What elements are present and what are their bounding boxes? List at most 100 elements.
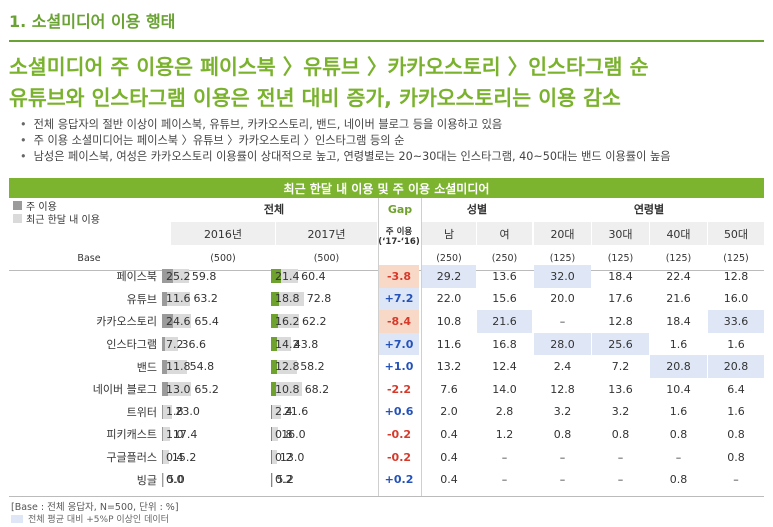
- bar-2016-main: [162, 427, 163, 442]
- gap-column-frame: [378, 198, 422, 496]
- value-2016-recent: 59.8: [191, 269, 217, 283]
- gap-value: -0.2: [386, 450, 412, 464]
- cell-a50: 1.6: [727, 405, 745, 419]
- value-2017-recent: 68.2: [304, 382, 330, 396]
- cell-a30: 3.2: [611, 405, 630, 419]
- cell-female: 15.6: [492, 292, 517, 306]
- gap-value: +0.6: [384, 405, 414, 419]
- value-2017-main: 21.4: [275, 269, 300, 283]
- cell-a30: –: [617, 473, 624, 487]
- cell-female: –: [501, 473, 508, 487]
- headline-line-2: 유튜브와 인스타그램 이용은 전년 대비 증가, 카카오스토리는 이용 감소: [9, 86, 621, 110]
- value-2016-main: 25.2: [166, 269, 191, 283]
- value-2017-recent: 5.2: [276, 473, 294, 487]
- gap-value: +0.2: [384, 473, 414, 487]
- bar-2016-recent: [162, 450, 169, 465]
- base-2017: (500): [313, 252, 340, 264]
- cell-a50: 1.6: [727, 337, 745, 351]
- cell-a40: 22.4: [666, 269, 691, 283]
- value-2016-main: 11.6: [166, 292, 191, 306]
- bar-2016-main: [162, 337, 166, 352]
- bar-2016-recent: [162, 472, 165, 487]
- cell-a50: 0.8: [727, 427, 745, 441]
- cell-male: 11.6: [436, 337, 462, 351]
- cell-female: 12.4: [492, 360, 517, 374]
- value-2016-recent: 54.8: [189, 360, 215, 374]
- row-label: 피키캐스트: [106, 428, 157, 442]
- section-title: 1. 소셜미디어 이용 행태: [9, 12, 176, 31]
- table-row: 구글플러스 0.4 15.2 0.2 13.0 -0.2 0.4– – – –0.8: [9, 446, 764, 469]
- bar-2016-recent: [162, 404, 173, 419]
- cell-a40: 0.8: [669, 427, 688, 441]
- cell-male: 7.6: [440, 382, 458, 396]
- value-2017-main: 0.8: [275, 427, 293, 441]
- gap-value: -2.2: [386, 382, 412, 396]
- bar-2017-main: [271, 427, 272, 442]
- cell-male: 22.0: [436, 292, 462, 306]
- cell-a40: 1.6: [669, 405, 688, 419]
- table-header: 주 이용 최근 한달 내 이용 전체 Gap 성별 연령별 2016년 2017…: [9, 198, 764, 273]
- gap-value: -0.2: [386, 427, 412, 441]
- bar-2017-main: [271, 382, 276, 397]
- gap-value: -3.8: [379, 265, 419, 288]
- bar-2016-main: [162, 472, 163, 487]
- table-row: 트위터 1.8 23.0 2.4 21.6 +0.6 2.0 2.8 3.2 3.2 1.6 1.6: [9, 401, 764, 424]
- value-2017-main: 2.4: [275, 405, 293, 419]
- value-2016-recent: 17.4: [172, 427, 198, 441]
- value-2017-recent: 72.8: [306, 292, 332, 306]
- base-note: [Base : 전체 응답자, N=500, 단위 : %]: [11, 502, 179, 513]
- gap-subheader: 주 이용 (‘17-‘16): [378, 227, 420, 247]
- cell-a20: –: [559, 450, 566, 464]
- cell-a20: 3.2: [553, 405, 572, 419]
- social-media-table: 최근 한달 내 이용 및 주 이용 소셜미디어 주 이용 최근 한달 내 이용 …: [9, 178, 764, 497]
- cell-a30: 25.6: [592, 332, 649, 356]
- cell-a30: 13.6: [608, 382, 633, 396]
- bar-2017-main: [271, 450, 272, 465]
- value-2017-main: 0.2: [275, 450, 293, 464]
- legend-all: 최근 한달 내 이용: [13, 211, 100, 226]
- title-rule: [9, 40, 764, 42]
- cell-a30: 0.8: [611, 427, 630, 441]
- cell-female: 14.0: [492, 382, 517, 396]
- row-label: 구글플러스: [106, 451, 157, 465]
- cell-a30: 12.8: [608, 314, 633, 328]
- value-2017-main: 14.2: [275, 337, 300, 351]
- cell-a50: 6.4: [727, 382, 745, 396]
- base-30s: (125): [607, 252, 634, 264]
- cell-a50: 16.0: [723, 292, 749, 306]
- table-row: 카카오스토리 24.6 65.4 16.2 62.2 -8.4 10.8 21.6 – 12.8 1…: [9, 310, 764, 333]
- cell-a20: –: [559, 314, 566, 328]
- cell-a40: –: [675, 450, 682, 464]
- value-2016-recent: 65.4: [194, 314, 219, 328]
- table-row: 밴드 11.8 54.8 12.8 58.2 +1.0 13.2 12.4 2.4 7.2 20.8…: [9, 355, 764, 378]
- cell-male: 10.8: [436, 314, 462, 328]
- bar-2017-main: [271, 291, 280, 306]
- cell-a30: 18.4: [608, 269, 633, 283]
- bar-2017-recent: [271, 427, 279, 442]
- table-row: 페이스북 25.2 59.8 21.4 60.4 -3.8 29.2 13.6 32.0 18.4…: [9, 265, 764, 288]
- table-bottom-rule: [9, 496, 764, 497]
- row-label: 트위터: [126, 405, 157, 419]
- value-2017-main: 16.2: [275, 314, 300, 328]
- value-2017-main: 12.8: [275, 360, 300, 374]
- value-2017-recent: 16.0: [281, 427, 306, 441]
- base-label: Base: [77, 252, 101, 264]
- col-50s: 50대: [708, 222, 764, 245]
- headline-line-1: 소셜미디어 주 이용은 페이스북 〉유튜브 〉카카오스토리 〉인스타그램 순: [9, 55, 649, 79]
- cell-male: 0.4: [440, 450, 458, 464]
- value-2016-main: 0.0: [166, 473, 184, 487]
- row-label: 유튜브: [126, 292, 157, 306]
- bar-2016-recent: [162, 382, 192, 397]
- bar-2016-recent: [162, 427, 170, 442]
- bar-2017-recent: [271, 450, 277, 465]
- cell-a40: 0.8: [669, 473, 688, 487]
- cell-a30: –: [617, 450, 624, 464]
- cell-female: 21.6: [477, 310, 532, 333]
- value-2016-recent: 23.0: [175, 405, 200, 419]
- bar-2017-recent: [271, 382, 302, 397]
- cell-a30: 7.2: [611, 360, 630, 374]
- value-2016-main: 7.2: [166, 337, 184, 351]
- cell-male: 2.0: [440, 405, 458, 419]
- row-label: 카카오스토리: [96, 315, 157, 329]
- value-2016-main: 1.0: [166, 427, 184, 441]
